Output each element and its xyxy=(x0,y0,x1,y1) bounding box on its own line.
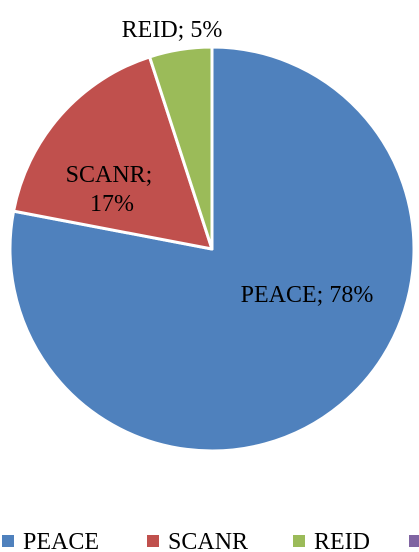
data-label-scanr: SCANR; 17% xyxy=(66,162,159,217)
pie-slice-scanr xyxy=(12,55,214,251)
legend-swatch-reid xyxy=(293,535,305,547)
legend-swatch-scanr xyxy=(147,535,159,547)
data-label-scanr-line2: 17% xyxy=(90,191,134,217)
pie-slices xyxy=(8,45,416,453)
legend-label-reid: REID xyxy=(314,529,370,552)
data-label-reid: REID; 5% xyxy=(122,17,223,43)
legend-label-peace: PEACE xyxy=(23,529,99,552)
legend: PEACE SCANR REID xyxy=(2,529,419,552)
data-label-scanr-line1: SCANR; xyxy=(66,162,153,188)
legend-swatch-fourth xyxy=(409,535,419,547)
data-label-peace: PEACE; 78% xyxy=(241,282,374,308)
legend-swatch-peace xyxy=(2,535,14,547)
pie-slice-reid xyxy=(148,45,214,251)
legend-label-scanr: SCANR xyxy=(168,529,248,552)
